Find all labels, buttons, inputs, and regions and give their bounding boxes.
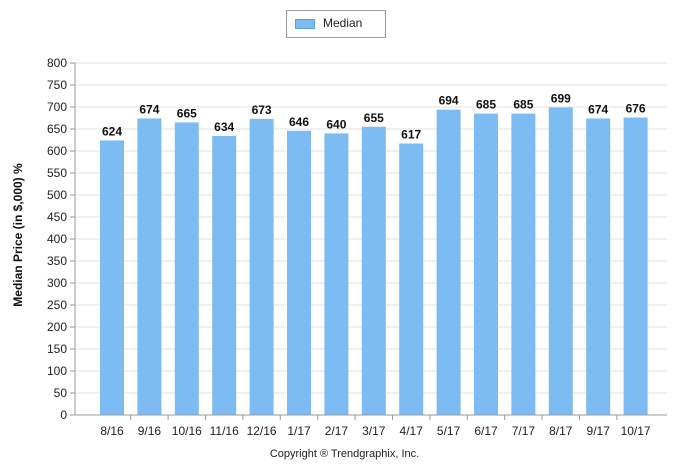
legend-swatch-median	[295, 19, 315, 29]
y-tick-label: 350	[47, 254, 67, 268]
data-label: 624	[102, 124, 122, 138]
bar-8/16	[100, 140, 124, 415]
data-label: 617	[401, 128, 421, 142]
x-tick-label: 9/17	[587, 424, 611, 438]
x-tick-label: 4/17	[400, 424, 424, 438]
x-tick-label: 10/16	[172, 424, 202, 438]
data-label: 673	[252, 103, 272, 117]
legend-label-median: Median	[323, 16, 363, 30]
y-axis-ticks: 0 50 100 150 200 250 300 350 400 450 500 550 600 650 7…	[47, 56, 75, 422]
y-tick-label: 750	[47, 78, 67, 92]
data-label: 646	[289, 115, 309, 129]
x-tick-label: 7/17	[512, 424, 536, 438]
y-tick-label: 800	[47, 56, 67, 70]
y-tick-label: 50	[54, 386, 68, 400]
y-tick-label: 400	[47, 232, 67, 246]
legend: Median	[286, 10, 386, 38]
bar-12/16	[249, 118, 274, 415]
data-label: 674	[588, 102, 608, 116]
x-tick-label: 8/17	[549, 424, 573, 438]
y-tick-label: 500	[47, 188, 67, 202]
bars	[100, 107, 648, 416]
x-tick-label: 5/17	[437, 424, 461, 438]
data-label: 676	[626, 102, 646, 116]
bar-10/16	[174, 122, 199, 416]
data-label: 655	[364, 111, 384, 125]
y-tick-label: 650	[47, 122, 67, 136]
y-tick-label: 550	[47, 166, 67, 180]
data-label: 699	[551, 91, 571, 105]
data-label: 640	[326, 117, 346, 131]
bar-8/17	[548, 107, 573, 415]
x-tick-label: 10/17	[621, 424, 651, 438]
bar-2/17	[324, 133, 349, 415]
data-label: 694	[439, 94, 459, 108]
y-tick-label: 150	[47, 342, 67, 356]
y-tick-label: 450	[47, 210, 67, 224]
y-tick-label: 0	[60, 408, 67, 422]
bar-1/17	[287, 130, 311, 415]
x-tick-label: 9/16	[138, 424, 162, 438]
bar-9/17	[586, 118, 611, 415]
y-tick-label: 700	[47, 100, 67, 114]
data-label: 685	[513, 98, 533, 112]
data-labels: 624 674 665 634 673 646 640 655 617 694 685 685 699 6…	[102, 91, 646, 141]
bar-10/17	[623, 117, 648, 415]
x-tick-label: 3/17	[362, 424, 386, 438]
y-tick-label: 200	[47, 320, 67, 334]
bar-3/17	[361, 126, 386, 416]
copyright-text: Copyright ® Trendgraphix, Inc.	[269, 448, 420, 460]
x-tick-label: 11/16	[210, 424, 239, 438]
x-tick-label: 6/17	[474, 424, 498, 438]
y-tick-label: 250	[47, 298, 67, 312]
bar-5/17	[436, 109, 461, 415]
y-tick-label: 100	[47, 364, 67, 378]
bar-7/17	[511, 113, 536, 415]
y-tick-label: 300	[47, 276, 67, 290]
x-tick-label: 2/17	[325, 424, 349, 438]
x-axis-ticks: 8/16 9/16 10/16 11/16 12/16 1/17 2/17 3/17 4/17 5…	[100, 415, 651, 438]
data-label: 665	[177, 106, 197, 120]
data-label: 674	[139, 102, 159, 116]
data-label: 634	[214, 120, 234, 134]
x-tick-label: 8/16	[100, 424, 124, 438]
x-tick-label: 12/16	[247, 424, 277, 438]
data-label: 685	[476, 98, 496, 112]
bar-6/17	[474, 113, 498, 415]
x-tick-label: 1/17	[287, 424, 311, 438]
bar-9/16	[137, 118, 162, 415]
bar-4/17	[399, 143, 424, 415]
y-axis-label: Median Price (in $,000) %	[11, 163, 25, 307]
bar-11/16	[212, 136, 237, 416]
y-tick-label: 600	[47, 144, 67, 158]
